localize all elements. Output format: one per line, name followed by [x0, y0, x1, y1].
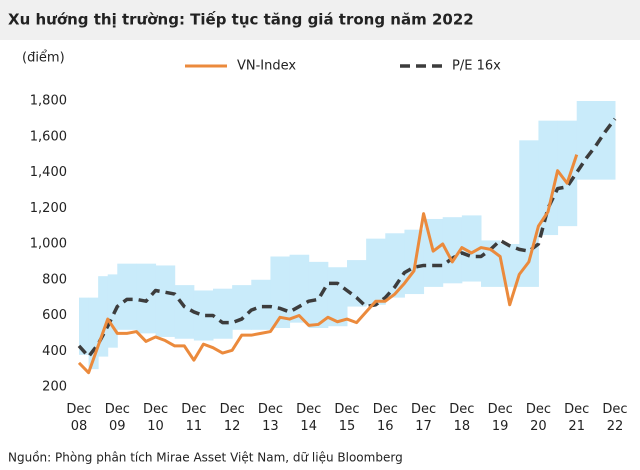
range-band	[347, 260, 367, 307]
y-tick-label: 1,200	[30, 201, 67, 216]
range-band	[213, 288, 233, 339]
range-band	[366, 238, 386, 305]
range-band	[88, 297, 99, 370]
range-band	[193, 290, 214, 341]
x-tick-label: Dec 10	[142, 402, 169, 434]
y-tick-label: 400	[42, 344, 67, 359]
range-band	[538, 120, 559, 236]
x-tick-label: Dec 17	[410, 402, 437, 434]
legend-label: VN-Index	[237, 59, 296, 74]
title-bar	[0, 0, 640, 40]
range-band	[308, 261, 329, 329]
x-tick-label: Dec 13	[257, 402, 283, 434]
x-tick-label: Dec 16	[372, 402, 398, 434]
range-band	[107, 274, 118, 348]
range-band	[289, 254, 310, 323]
y-axis-label: (điểm)	[22, 51, 65, 66]
range-band	[442, 217, 463, 284]
range-band	[232, 285, 252, 330]
legend-label: P/E 16x	[452, 59, 501, 74]
source: Nguồn: Phòng phân tích Mirae Asset Việt …	[8, 451, 403, 465]
y-tick-label: 200	[42, 380, 67, 395]
x-tick-label: Dec 12	[219, 402, 245, 434]
range-band	[461, 215, 482, 282]
range-band	[79, 297, 90, 355]
y-tick-label: 1,400	[30, 165, 67, 180]
range-band	[251, 279, 271, 330]
x-tick-label: Dec 19	[487, 402, 513, 434]
x-tick-label: Dec 15	[334, 402, 360, 434]
x-tick-label: Dec 18	[449, 402, 475, 434]
y-tick-label: 800	[42, 272, 67, 287]
x-tick-label: Dec 08	[66, 402, 92, 434]
chart-title: Xu hướng thị trường: Tiếp tục tăng giá t…	[8, 10, 474, 29]
y-tick-label: 1,000	[30, 237, 67, 252]
range-band	[117, 263, 137, 330]
series-line	[77, 154, 579, 375]
x-tick-label: Dec 22	[602, 402, 628, 434]
range-band	[519, 140, 539, 287]
range-band	[576, 101, 616, 180]
range-band	[155, 265, 176, 337]
x-tick-label: Dec 20	[525, 402, 551, 434]
x-tick-label: Dec 09	[104, 402, 130, 434]
x-tick-label: Dec 11	[181, 402, 207, 434]
range-band	[98, 276, 109, 357]
x-tick-label: Dec 14	[296, 402, 322, 434]
y-tick-label: 600	[42, 308, 67, 323]
series-line	[77, 117, 617, 359]
range-band	[174, 285, 195, 339]
y-tick-label: 1,800	[30, 94, 67, 109]
y-tick-label: 1,600	[30, 129, 67, 144]
range-band	[557, 120, 578, 227]
x-tick-label: Dec 21	[564, 402, 590, 434]
